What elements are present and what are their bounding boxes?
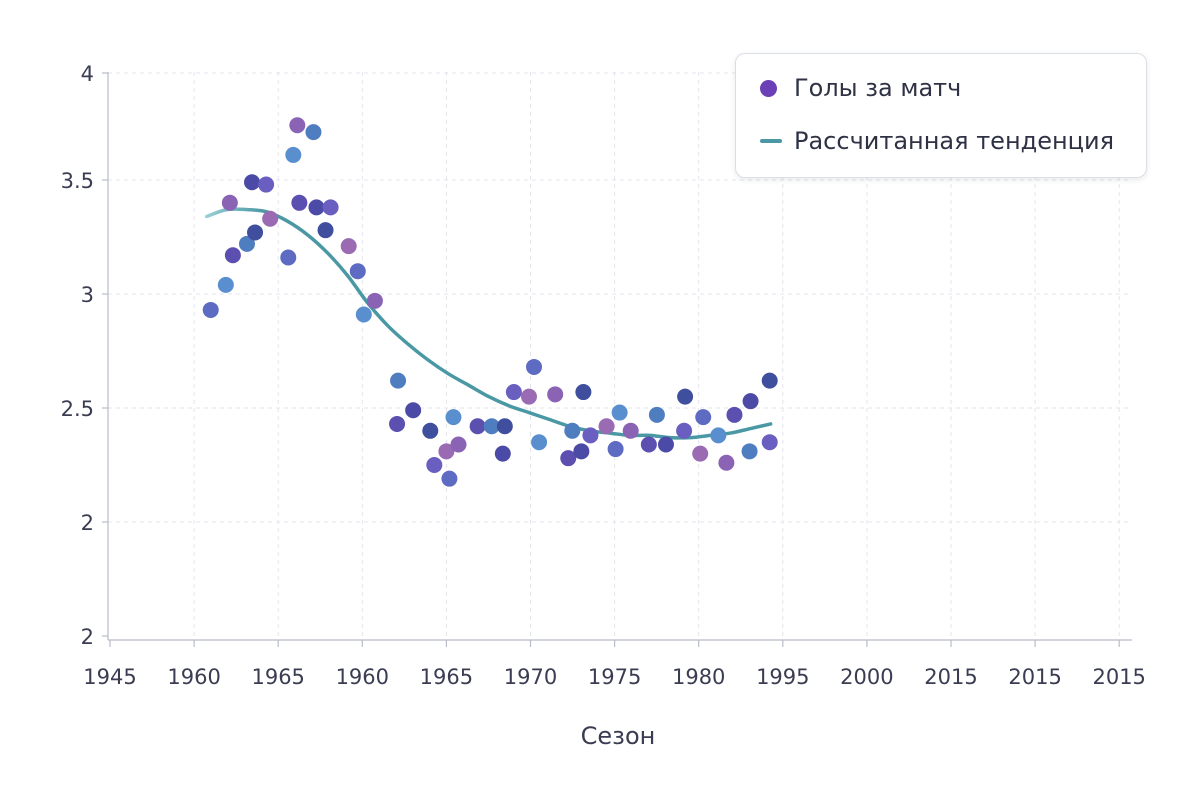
data-point: [575, 384, 592, 401]
data-point: [564, 422, 581, 439]
trend-series: [204, 207, 773, 440]
data-point: [355, 306, 372, 323]
data-point: [258, 176, 275, 193]
data-point: [426, 457, 443, 473]
data-point: [366, 292, 383, 309]
data-point: [741, 443, 758, 460]
x-axis-ticks: 1945 1960 1965 1960 1965 1970 1975 1980 1995 2000…: [83, 640, 1146, 689]
data-point: [349, 263, 366, 280]
data-point: [450, 436, 467, 453]
data-point: [718, 454, 735, 471]
data-point: [405, 402, 422, 419]
y-tick-label: 2: [81, 511, 94, 535]
data-point: [692, 445, 709, 462]
data-point: [573, 443, 590, 460]
x-tick-label: 1965: [251, 665, 304, 689]
data-point: [520, 388, 537, 405]
data-point: [547, 386, 564, 403]
data-point: [742, 393, 759, 410]
legend-marker-dot-icon: [760, 79, 777, 97]
data-point: [305, 124, 322, 141]
data-point: [560, 450, 577, 467]
data-point: [262, 210, 279, 227]
data-point: [598, 418, 615, 435]
x-tick-label: 1960: [167, 665, 220, 689]
data-point: [291, 194, 308, 211]
y-axis-ticks: 2 2 2.5 3 3.5 4: [61, 62, 108, 649]
data-point: [445, 409, 462, 426]
x-tick-label: 2015: [1092, 665, 1145, 689]
legend-label-points: Голы за матч: [794, 74, 962, 102]
data-point: [469, 418, 486, 435]
data-point: [505, 384, 522, 401]
data-point: [217, 276, 234, 293]
data-point: [244, 174, 261, 191]
data-point: [531, 434, 548, 451]
data-point: [202, 301, 219, 318]
x-tick-label: 2015: [924, 665, 977, 689]
y-tick-label: 2.5: [61, 397, 94, 421]
data-point: [389, 415, 406, 432]
data-point: [308, 199, 325, 216]
data-point: [611, 404, 628, 421]
y-tick-label: 2: [81, 625, 94, 649]
data-point: [247, 224, 264, 241]
data-point: [322, 199, 339, 216]
data-point: [582, 427, 599, 444]
x-tick-label: 2015: [1008, 665, 1061, 689]
y-tick-label: 3.5: [61, 169, 94, 193]
x-tick-label: 1965: [420, 665, 473, 689]
data-point: [677, 388, 694, 405]
data-point: [494, 445, 511, 462]
data-point: [710, 427, 727, 444]
data-point: [483, 418, 500, 435]
data-point: [648, 406, 665, 423]
grid: [108, 72, 1132, 640]
data-point: [657, 436, 674, 453]
data-point: [526, 358, 543, 375]
data-point: [390, 372, 407, 389]
data-point: [289, 117, 306, 134]
data-point: [441, 470, 458, 487]
data-point: [317, 222, 334, 239]
data-point: [761, 434, 778, 451]
x-axis-title: Сезон: [581, 722, 656, 750]
data-point: [422, 422, 439, 439]
data-point: [221, 194, 238, 211]
data-point: [224, 247, 241, 264]
x-tick-label: 1970: [504, 665, 557, 689]
data-point: [676, 422, 693, 439]
x-tick-label: 2000: [840, 665, 893, 689]
data-point: [285, 146, 302, 163]
legend-item-trend: Рассчитанная тенденция: [760, 124, 1114, 158]
data-point: [695, 409, 712, 426]
data-point: [726, 406, 743, 423]
x-tick-label: 1995: [756, 665, 809, 689]
x-tick-label: 1960: [336, 665, 389, 689]
data-point: [238, 235, 255, 252]
legend-marker-line-icon: [760, 139, 782, 143]
y-tick-label: 3: [81, 283, 94, 307]
x-tick-label: 1945: [83, 665, 136, 689]
legend-label-trend: Рассчитанная тенденция: [794, 127, 1115, 155]
legend: Голы за матч Рассчитанная тенденция: [735, 53, 1147, 178]
data-point: [438, 443, 455, 460]
data-point: [340, 238, 357, 255]
x-tick-label: 1980: [672, 665, 725, 689]
data-point: [496, 418, 513, 435]
points-series: [202, 117, 778, 487]
y-tick-label: 4: [81, 62, 94, 86]
x-tick-label: 1975: [588, 665, 641, 689]
data-point: [640, 436, 657, 453]
data-point: [607, 441, 624, 458]
data-point: [761, 372, 778, 389]
data-point: [280, 249, 297, 266]
trend-line: [204, 207, 773, 440]
legend-item-points: Голы за матч: [760, 71, 961, 105]
data-point: [622, 422, 639, 439]
